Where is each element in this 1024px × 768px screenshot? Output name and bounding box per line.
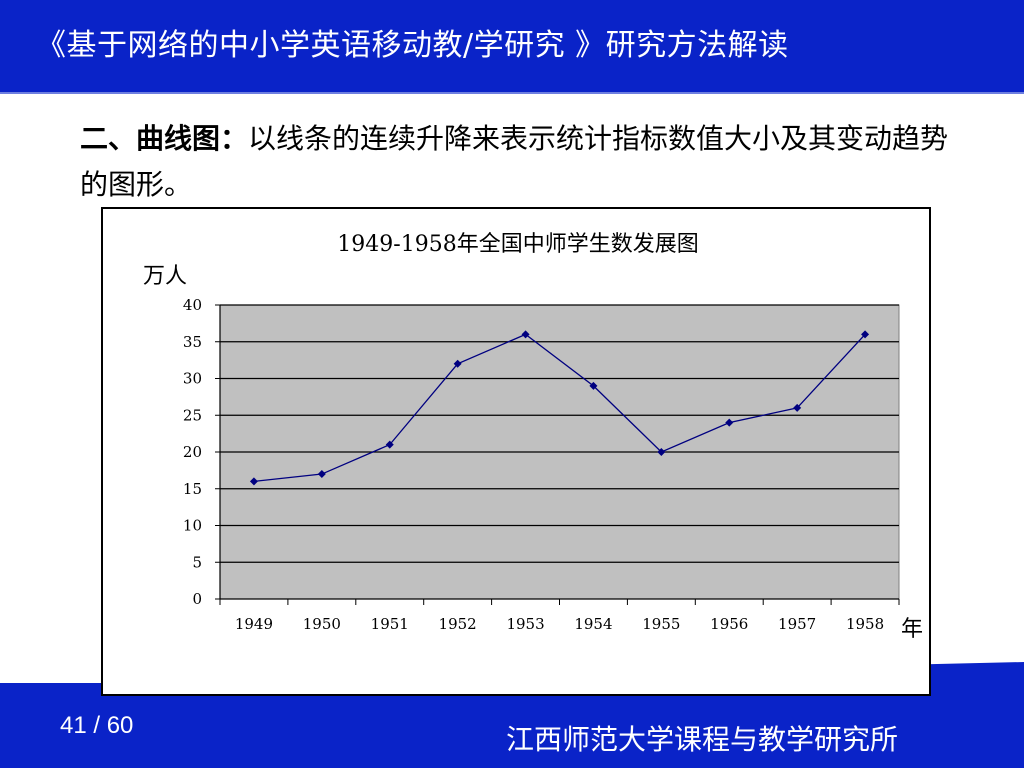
line-chart: 1949-1958年全国中师学生数发展图 万人 年 0 5 10 15 20 25 30 35… [143,232,923,642]
x-tick-label: 1951 [371,615,409,633]
data-point-marker [385,440,394,449]
data-point-marker [453,359,462,368]
chart-title: 1949-1958年全国中师学生数发展图 [337,232,698,257]
data-point-marker [521,330,530,339]
y-tick-label: 20 [183,443,202,461]
header-bar [0,0,1024,92]
data-point-marker [657,448,666,456]
y-tick-label: 0 [192,590,202,608]
x-tick-label: 1958 [846,615,884,633]
y-tick-label: 5 [192,553,202,571]
data-point-marker [589,381,598,390]
x-tick-label: 1953 [506,615,544,633]
chart-frame: 1949-1958年全国中师学生数发展图 万人 年 0 5 10 15 20 25 30 35… [101,207,931,696]
intro-paragraph: 二、曲线图：以线条的连续升降来表示统计指标数值大小及其变动趋势的图形。 [80,116,960,208]
x-tick-label: 1957 [778,615,816,633]
y-tick-label: 25 [183,406,202,424]
x-tick-label: 1952 [439,615,477,633]
plot-area: 0 5 10 15 20 25 30 35 40 1949 1950 1951 1952 1953 1954… [183,296,900,633]
data-point-marker [861,330,870,339]
y-tick-label: 40 [183,296,202,314]
header-divider [0,92,1024,94]
footer-bar [0,683,1024,768]
x-tick-label: 1950 [303,615,341,633]
x-tick-label: 1954 [574,615,612,633]
intro-text: 以线条的连续升降来表示统计指标数值大小及其变动趋势的图形。 [80,122,949,201]
series-line [253,333,866,483]
x-axis-label: 年 [901,617,923,642]
y-tick-label: 15 [183,480,202,498]
page-number: 41 / 60 [60,712,134,739]
intro-prefix: 二、 [80,122,137,155]
data-point-marker [249,477,258,486]
x-tick-label: 1949 [235,615,273,633]
data-point-marker [793,403,802,412]
y-tick-label: 35 [183,333,202,351]
x-tick-label: 1956 [710,615,748,633]
intro-term: 曲线图： [136,122,249,155]
institution-name: 江西师范大学课程与教学研究所 [506,723,899,756]
x-tick-label: 1955 [642,615,680,633]
slide-title: 《基于网络的中小学英语移动教/学研究 》研究方法解读 [36,28,789,63]
data-point-marker [725,418,734,427]
y-axis-label: 万人 [143,264,187,289]
y-tick-label: 30 [183,370,202,388]
data-point-marker [317,470,326,479]
y-tick-label: 10 [183,517,202,535]
